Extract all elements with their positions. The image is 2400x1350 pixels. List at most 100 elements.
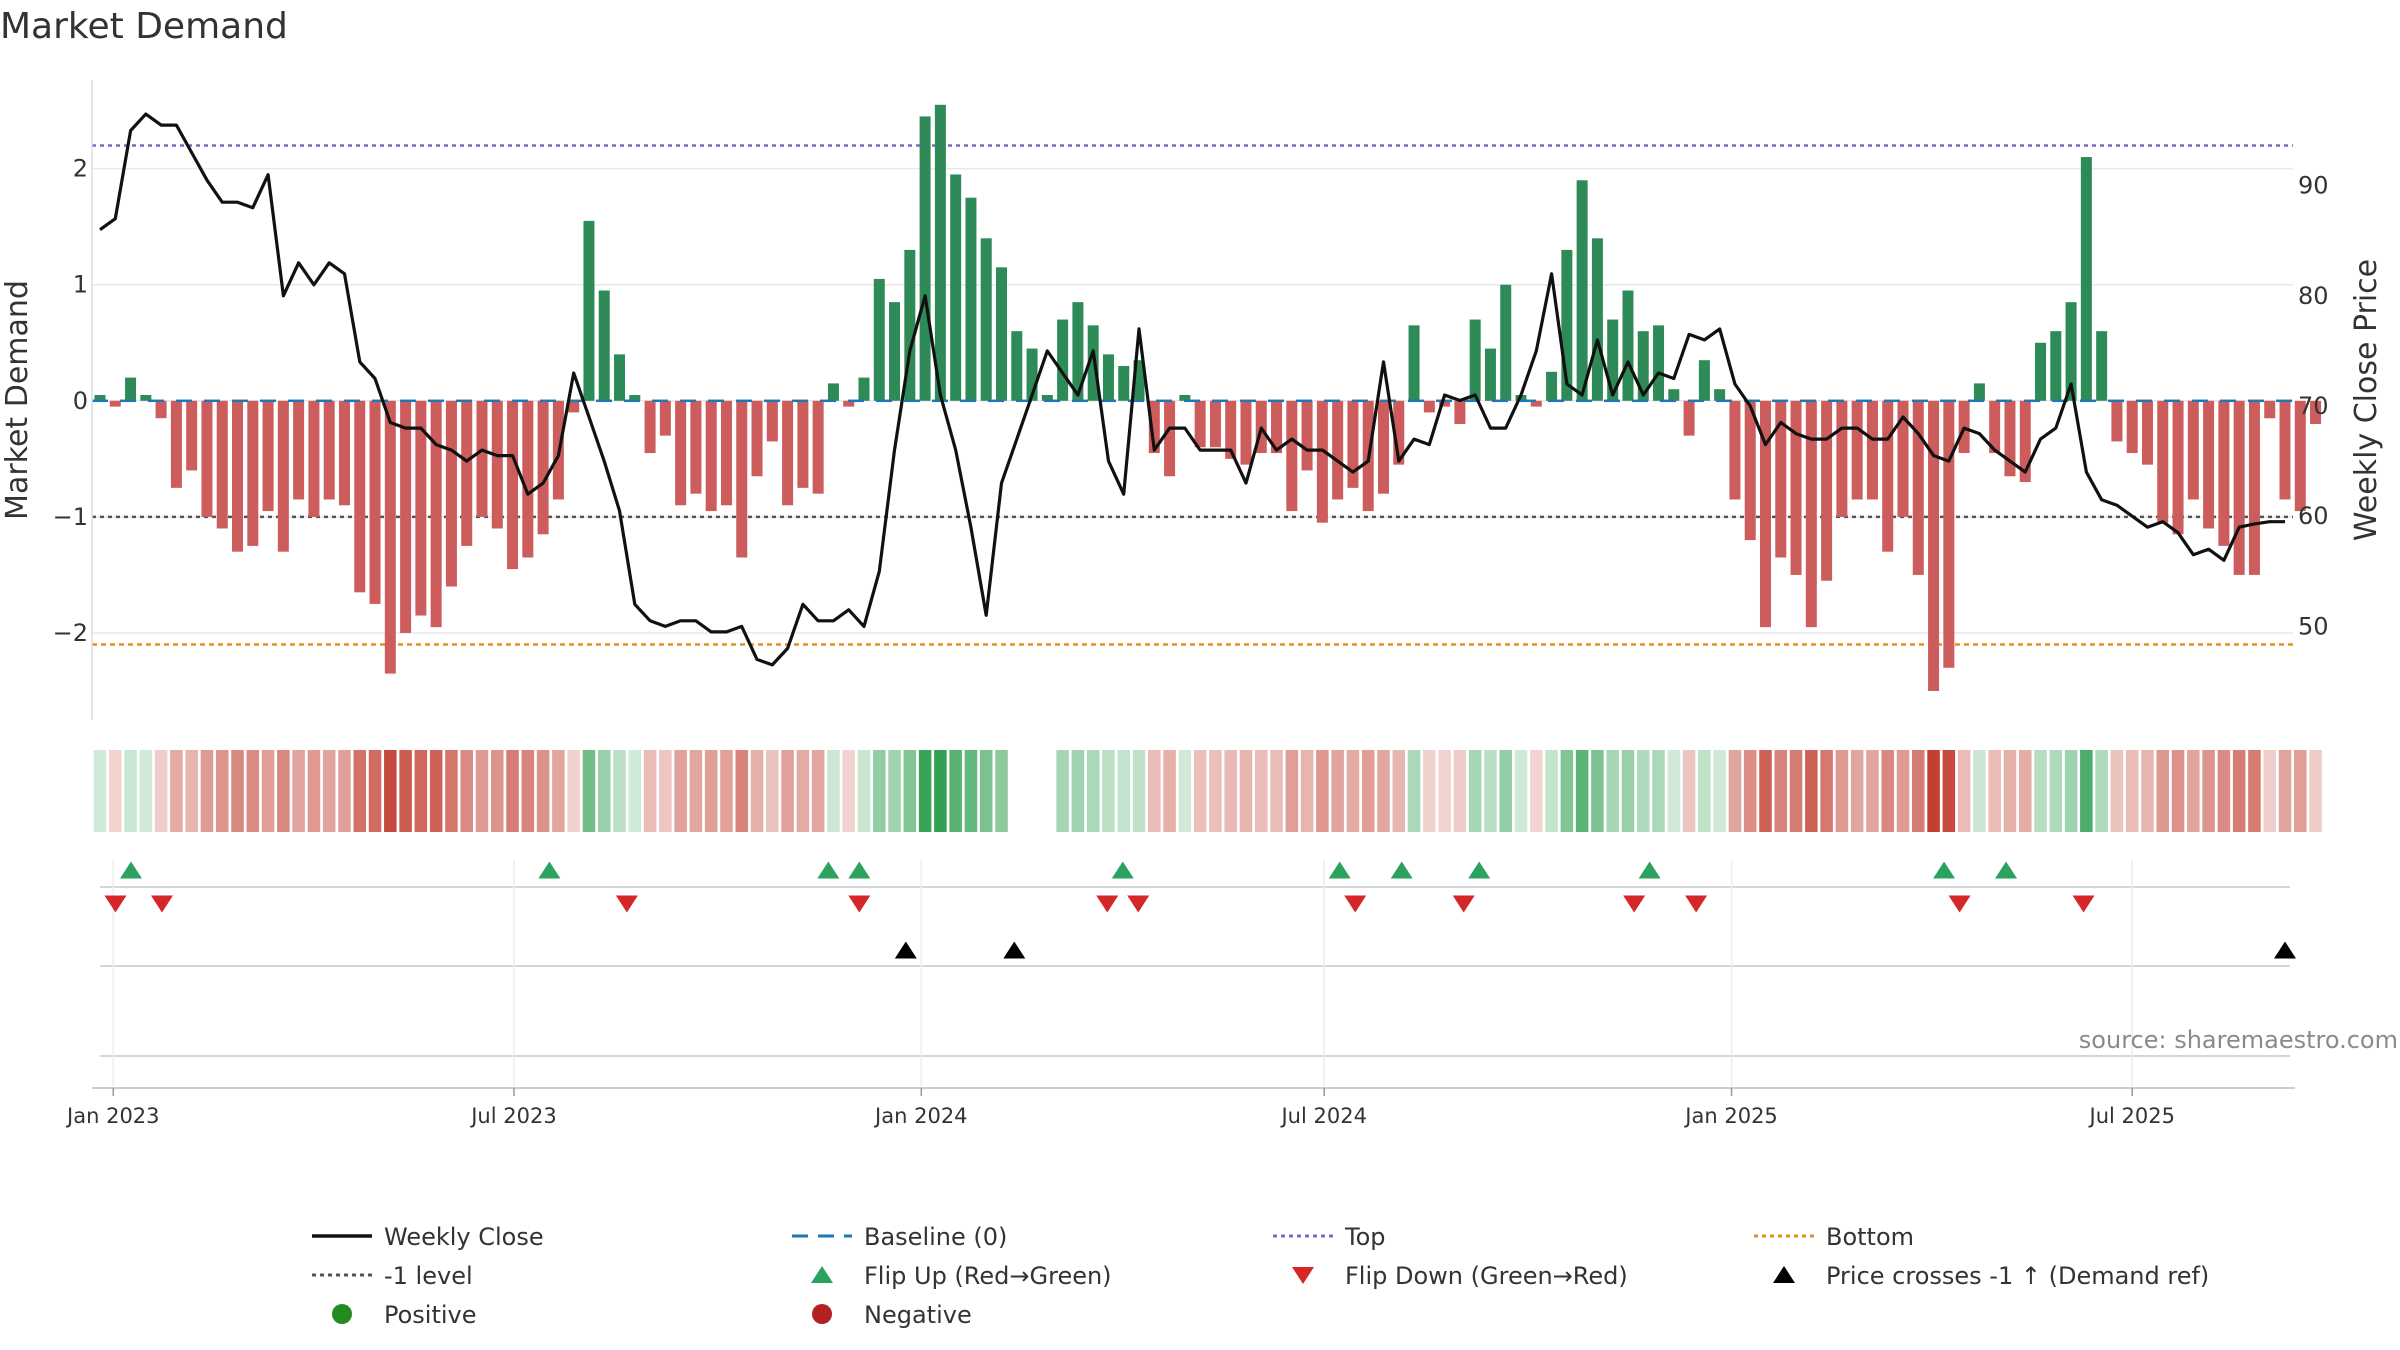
heat-cell — [1759, 750, 1772, 832]
heat-cell — [2263, 750, 2276, 832]
heat-cell — [796, 750, 810, 832]
demand-bar — [2248, 400, 2260, 575]
heat-cell — [781, 750, 794, 832]
heat-cell — [1789, 750, 1803, 832]
heat-cell — [1285, 750, 1299, 832]
heat-cell — [1973, 750, 1986, 832]
demand-bar — [965, 197, 977, 401]
heat-cell — [139, 750, 153, 832]
heat-cell — [1331, 750, 1344, 832]
heat-cell — [1805, 750, 1818, 832]
demand-bar — [1576, 180, 1588, 401]
demand-bar — [354, 400, 366, 593]
demand-bar — [873, 278, 885, 401]
demand-bar — [2111, 400, 2123, 442]
flip-down-marker — [2072, 895, 2095, 913]
flip-up-marker — [1933, 861, 1956, 879]
heat-cell — [1743, 750, 1757, 832]
y-tick-label: −1 — [53, 503, 88, 531]
demand-bar — [751, 400, 763, 477]
heat-cell — [1224, 750, 1237, 832]
x-tick-label: Jan 2024 — [873, 1104, 968, 1128]
heat-cell — [689, 750, 703, 832]
demand-bar — [1133, 360, 1145, 401]
heat-cell — [307, 750, 321, 832]
heat-cell — [322, 750, 336, 832]
demand-bar — [1943, 400, 1955, 668]
heat-cell — [628, 750, 642, 832]
legend-label: Negative — [864, 1301, 972, 1329]
demand-bar — [568, 400, 580, 413]
demand-bar — [812, 400, 824, 494]
demand-bar — [2218, 400, 2230, 546]
demand-bar — [720, 400, 732, 506]
legend-label: -1 level — [384, 1262, 473, 1290]
demand-bar — [2065, 302, 2077, 401]
price-cross-marker — [1003, 941, 1026, 959]
demand-bar — [1989, 400, 2001, 454]
demand-bar — [2310, 400, 2322, 425]
heat-cell — [659, 750, 672, 832]
heat-cell — [1102, 750, 1115, 832]
heat-cell — [979, 750, 993, 832]
heat-cell — [521, 750, 535, 832]
demand-bar — [1546, 371, 1558, 401]
heat-cell — [1698, 750, 1711, 832]
demand-bar — [1118, 365, 1130, 401]
flip-down-marker — [1948, 895, 1971, 913]
y2-axis-label: Weekly Close Price — [2349, 259, 2384, 541]
legend-item-weekly-close: Weekly Close — [312, 1223, 544, 1251]
heat-cell — [873, 750, 886, 832]
heat-cell — [1621, 750, 1635, 832]
heat-cell — [429, 750, 443, 832]
demand-bar — [1851, 400, 1863, 500]
demand-bar — [1882, 400, 1894, 552]
demand-bar — [1087, 325, 1099, 401]
demand-bar — [1102, 354, 1114, 401]
heat-cell — [2217, 750, 2231, 832]
demand-bar — [262, 400, 274, 512]
flip-up-marker — [1390, 861, 1413, 879]
heat-cell — [1866, 750, 1879, 832]
demand-bar — [1912, 400, 1924, 575]
demand-bar — [94, 395, 106, 401]
x-tick-label: Jul 2023 — [469, 1104, 556, 1128]
demand-bar — [675, 400, 687, 506]
heat-cell — [964, 750, 978, 832]
demand-bar — [1347, 400, 1359, 488]
demand-bar — [1286, 400, 1298, 512]
legend-label: Weekly Close — [384, 1223, 544, 1251]
heat-cell — [1942, 750, 1956, 832]
demand-bar — [186, 400, 198, 471]
reference-lines — [92, 144, 2293, 646]
demand-bar — [1026, 348, 1038, 401]
chart-title: Market Demand — [0, 6, 288, 47]
demand-bar — [1209, 400, 1221, 448]
demand-bar — [247, 400, 259, 546]
demand-bar — [1164, 400, 1176, 477]
heat-cell — [1881, 750, 1894, 832]
heat-cell — [460, 750, 473, 832]
heat-cell — [1912, 750, 1925, 832]
demand-bar — [950, 174, 962, 401]
demand-bar — [1790, 400, 1802, 575]
heat-cell — [1850, 750, 1864, 832]
heat-cell — [888, 750, 901, 832]
legend-item-minus-one-level: -1 level — [312, 1262, 473, 1290]
heat-cell — [2232, 750, 2246, 832]
demand-bar — [461, 400, 473, 546]
legend: Weekly Close Baseline (0) Top Bottom -1 leve… — [312, 1223, 2209, 1329]
heat-cell — [643, 750, 657, 832]
legend-swatch — [811, 1266, 833, 1283]
demand-bar — [2035, 342, 2047, 401]
heat-cell — [506, 750, 519, 832]
demand-bar — [170, 400, 182, 488]
demand-bar — [598, 290, 610, 401]
demand-bar — [491, 400, 503, 529]
heat-cell — [1254, 750, 1268, 832]
heat-cell — [1453, 750, 1467, 832]
legend-item-price-crosses: Price crosses -1 ↑ (Demand ref) — [1773, 1262, 2209, 1290]
legend-item-negative: Negative — [812, 1301, 972, 1329]
y-tick-label: 1 — [73, 271, 88, 299]
flip-down-marker — [1685, 895, 1708, 913]
